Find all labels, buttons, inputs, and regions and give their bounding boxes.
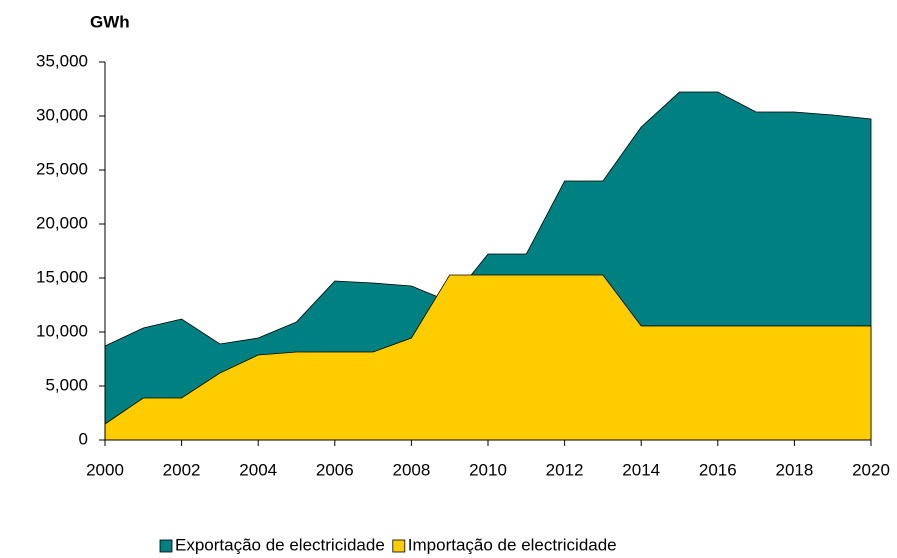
y-axis-label: GWh — [90, 12, 130, 31]
y-tick-label: 30,000 — [36, 105, 88, 124]
x-tick-label: 2002 — [163, 460, 201, 479]
x-tick-label: 2004 — [239, 460, 277, 479]
x-tick-label: 2010 — [469, 460, 507, 479]
x-tick-label: 2006 — [316, 460, 354, 479]
x-tick-label: 2000 — [86, 460, 124, 479]
legend-swatch — [392, 539, 406, 553]
legend-label: Importação de electricidade — [408, 535, 617, 554]
y-tick-label: 25,000 — [36, 159, 88, 178]
y-tick-label: 5,000 — [45, 375, 88, 394]
x-tick-label: 2012 — [546, 460, 584, 479]
area — [104, 274, 872, 441]
legend-swatch — [159, 539, 173, 553]
y-tick-label: 15,000 — [36, 267, 88, 286]
x-tick-label: 2014 — [622, 460, 660, 479]
x-tick-label: 2016 — [699, 460, 737, 479]
y-tick-label: 0 — [79, 429, 88, 448]
x-tick-label: 2008 — [392, 460, 430, 479]
y-tick-label: 10,000 — [36, 321, 88, 340]
legend-label: Exportação de electricidade — [175, 535, 385, 554]
y-tick-label: 20,000 — [36, 213, 88, 232]
x-tick-label: 2018 — [775, 460, 813, 479]
x-tick-label: 2020 — [852, 460, 890, 479]
y-tick-label: 35,000 — [36, 51, 88, 70]
